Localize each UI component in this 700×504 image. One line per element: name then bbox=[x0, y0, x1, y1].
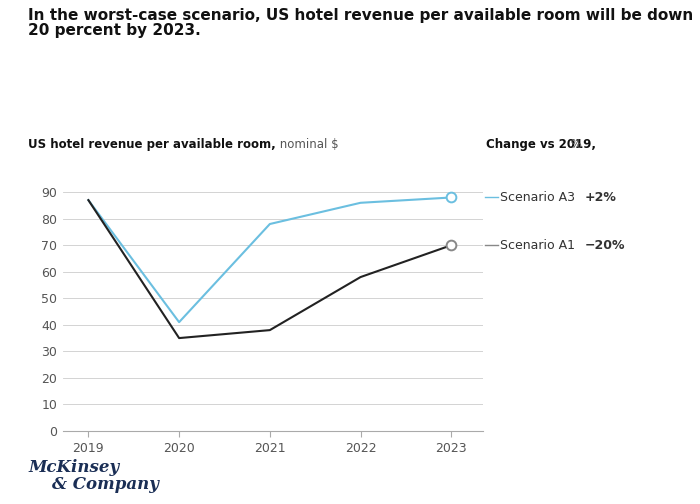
Text: −20%: −20% bbox=[584, 239, 625, 251]
Text: +2%: +2% bbox=[584, 191, 617, 204]
Text: %: % bbox=[567, 138, 582, 151]
Text: In the worst-case scenario, US hotel revenue per available room will be down: In the worst-case scenario, US hotel rev… bbox=[28, 8, 693, 23]
Text: & Company: & Company bbox=[52, 476, 160, 493]
Text: Scenario A1: Scenario A1 bbox=[500, 239, 575, 251]
Text: Change vs 2019,: Change vs 2019, bbox=[486, 138, 596, 151]
Text: 20 percent by 2023.: 20 percent by 2023. bbox=[28, 23, 201, 38]
Text: US hotel revenue per available room,: US hotel revenue per available room, bbox=[28, 138, 276, 151]
Text: Scenario A3: Scenario A3 bbox=[500, 191, 575, 204]
Text: nominal $: nominal $ bbox=[276, 138, 339, 151]
Text: McKinsey: McKinsey bbox=[28, 459, 119, 476]
